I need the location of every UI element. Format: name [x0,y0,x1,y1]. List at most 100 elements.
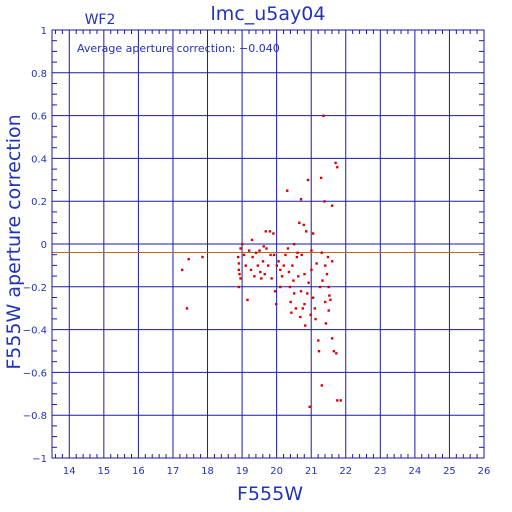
y-tick-label: −1 [32,454,47,465]
data-point [289,300,292,304]
data-point [236,255,240,259]
data-point [280,275,284,278]
data-point [310,268,313,272]
y-tick-label: 0.6 [31,112,47,123]
x-tick-label: 23 [374,466,387,477]
data-point [320,251,323,254]
data-point [315,262,318,265]
data-point [319,176,323,180]
data-point [277,260,280,263]
x-tick-label: 16 [132,466,145,477]
data-point [302,223,305,227]
data-point [329,298,332,302]
data-point [317,350,321,353]
y-tick-label: 0.8 [31,69,47,80]
y-tick-label: 0.2 [31,197,47,208]
data-point [330,337,334,340]
data-point [299,315,302,319]
data-point [311,232,315,235]
data-point [272,253,276,257]
x-axis-label: F555W [237,483,303,505]
data-point [282,264,285,267]
chip-label: WF2 [85,12,116,28]
data-point [274,302,278,306]
data-point [241,243,244,246]
data-point [187,257,190,261]
data-point [286,247,290,250]
data-point [249,268,253,272]
x-tick-label: 18 [201,466,214,477]
data-point [324,264,327,267]
data-point [303,272,306,276]
data-point [180,268,184,272]
data-point [279,285,282,289]
x-tick-label: 21 [305,466,318,477]
data-point [311,296,315,299]
data-point [259,270,262,274]
y-tick-labels: −1 −0.8 −0.6 −0.4 −0.2 0 0.2 0.4 0.6 0.8 1 [23,26,47,465]
data-point [327,309,330,312]
data-point [327,285,330,289]
data-point [292,279,295,282]
y-tick-label: 1 [41,26,47,37]
data-point [291,264,294,267]
data-point [242,253,246,257]
average-annotation: Average aperture correction: −0.040 [77,42,280,55]
y-tick-label: 0.4 [31,154,47,165]
data-point [269,253,272,257]
data-point [287,270,291,274]
data-point [246,298,249,302]
data-point [256,264,260,267]
x-tick-label: 20 [270,466,283,477]
x-tick-labels: 14 15 16 17 18 19 20 21 22 23 24 25 26 [63,466,490,477]
x-tick-label: 15 [97,466,110,477]
data-point [313,307,317,310]
data-point [297,275,300,278]
x-tick-label: 14 [63,466,76,477]
data-point [268,230,272,233]
data-point [299,198,303,201]
data-point [238,272,241,276]
data-point [263,272,266,276]
data-point [251,255,254,259]
data-point [336,165,339,169]
data-point [303,302,306,306]
data-point [295,255,299,259]
data-point [320,384,323,387]
y-tick-label: −0.2 [23,283,47,294]
data-point [321,279,324,282]
x-tick-label: 17 [167,466,180,477]
data-point [317,339,320,342]
data-point [239,277,242,280]
data-point [328,294,331,297]
data-point [253,275,256,278]
data-point [300,253,303,257]
data-point [273,290,277,293]
data-point [294,307,298,310]
data-point [325,272,329,276]
data-point [324,322,328,325]
data-point [298,221,301,224]
data-point [339,399,342,402]
y-tick-label: −0.6 [23,368,47,379]
data-point [279,268,282,272]
data-points [180,114,342,409]
data-point [264,230,267,233]
data-point [260,277,263,280]
data-point [262,245,265,248]
data-point [201,255,204,259]
data-point [301,307,304,310]
data-point [334,161,337,165]
data-point [286,189,289,192]
data-point [308,405,311,409]
data-point [250,238,254,242]
data-point [239,247,242,250]
data-point [290,311,293,314]
data-point [303,324,307,327]
data-point [284,253,287,257]
data-point [258,249,261,252]
data-point [335,352,338,355]
data-point [332,350,336,353]
y-tick-label: 0 [41,240,47,251]
data-point [288,285,292,289]
